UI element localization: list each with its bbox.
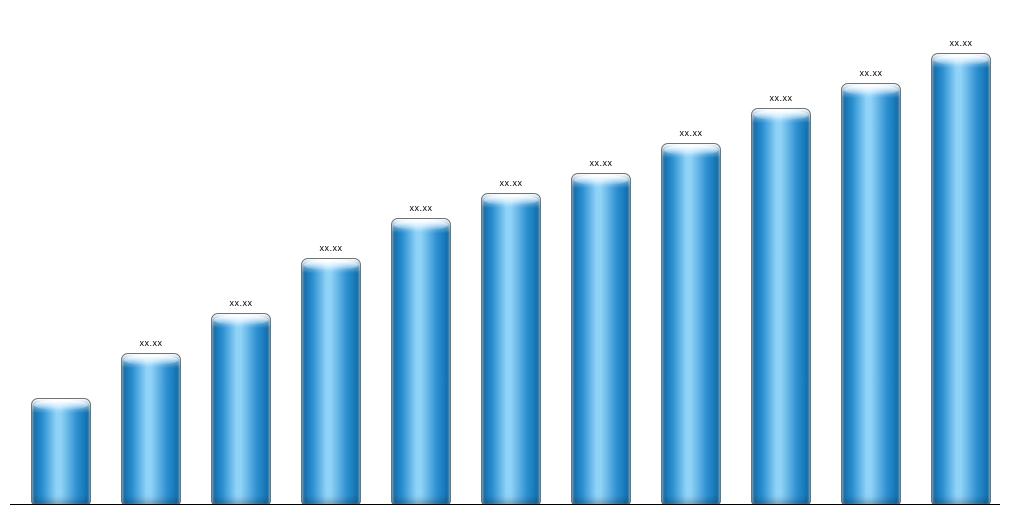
bar-data-label: xx.xx	[409, 203, 432, 213]
bar-data-label: xx.xx	[499, 178, 522, 188]
bar-data-label: xx.xx	[589, 158, 612, 168]
bar-slot	[32, 399, 90, 504]
bar-slot: xx.xx	[392, 203, 450, 504]
bar	[932, 54, 990, 504]
bar-slot: xx.xx	[572, 158, 630, 504]
bar	[662, 144, 720, 504]
bar	[212, 314, 270, 504]
bar-chart: xx.xx xx.xx xx.xx xx.xx xx.xx xx.xx xx.xx xx.xx…	[0, 0, 1011, 525]
bar	[392, 219, 450, 504]
bar-slot: xx.xx	[662, 128, 720, 504]
bar-data-label: xx.xx	[679, 128, 702, 138]
bar	[122, 354, 180, 504]
bar	[842, 84, 900, 504]
bar-data-label: xx.xx	[859, 68, 882, 78]
bar-data-label: xx.xx	[949, 38, 972, 48]
bar-data-label: xx.xx	[319, 243, 342, 253]
bar-slot: xx.xx	[302, 243, 360, 504]
bar-slot: xx.xx	[212, 298, 270, 504]
x-axis-line	[10, 504, 1000, 505]
bar-slot: xx.xx	[752, 93, 810, 504]
bar	[572, 174, 630, 504]
bars-container: xx.xx xx.xx xx.xx xx.xx xx.xx xx.xx xx.xx xx.xx…	[32, 38, 990, 504]
bar	[32, 399, 90, 504]
bar-slot: xx.xx	[932, 38, 990, 504]
bar	[302, 259, 360, 504]
bar	[752, 109, 810, 504]
bar-data-label: xx.xx	[229, 298, 252, 308]
bar-slot: xx.xx	[842, 68, 900, 504]
bar	[482, 194, 540, 504]
bar-slot: xx.xx	[482, 178, 540, 504]
bar-data-label: xx.xx	[769, 93, 792, 103]
bar-data-label: xx.xx	[139, 338, 162, 348]
bar-slot: xx.xx	[122, 338, 180, 504]
